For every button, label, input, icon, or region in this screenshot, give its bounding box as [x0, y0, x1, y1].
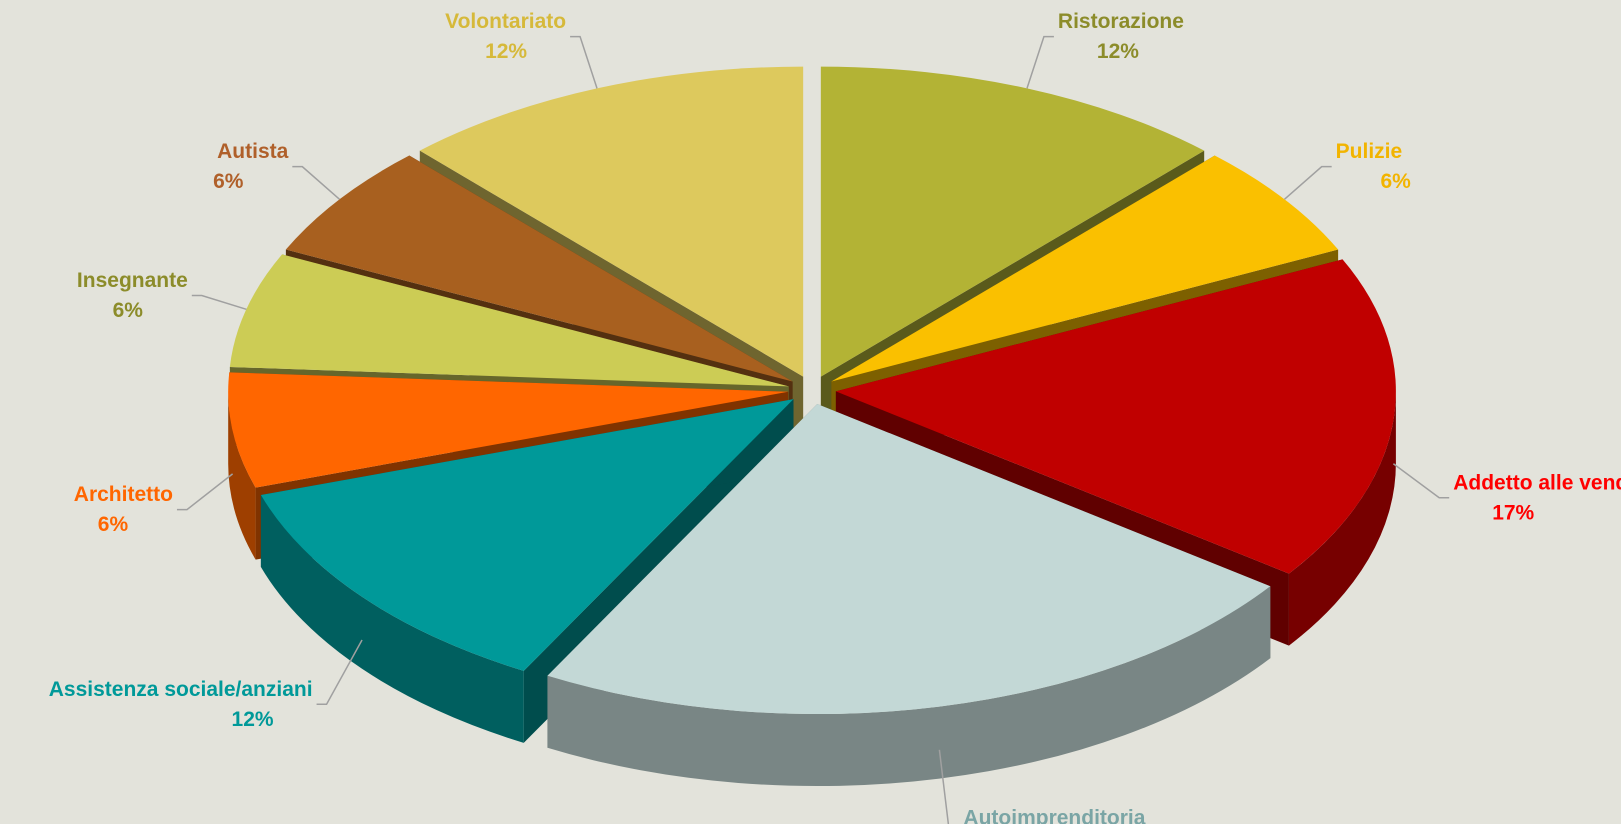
data-label-value: 17%: [1492, 501, 1534, 524]
labels: Ristorazione 12% Pulizie 6% Addetto alle ven…: [49, 10, 1621, 824]
slice: [547, 404, 1271, 715]
slice: [820, 66, 1205, 377]
leader-line: [316, 639, 363, 705]
data-label-value: 12%: [232, 708, 274, 731]
data-label-name: Assistenza sociale/anziani: [49, 678, 313, 701]
slice: [260, 399, 794, 671]
slice: [229, 254, 789, 387]
slices: [228, 66, 1396, 787]
slice-side: [547, 586, 1271, 787]
data-label-name: Ristorazione: [1058, 10, 1184, 33]
slice-side: [1288, 391, 1396, 646]
data-label-value: 12%: [485, 40, 527, 63]
data-label-value: 6%: [98, 513, 129, 536]
data-label-name: Pulizie: [1336, 140, 1403, 163]
slice: [285, 155, 793, 382]
leader-line: [292, 165, 341, 200]
leader-line: [938, 749, 950, 824]
data-label-name: Addetto alle vendite: [1453, 471, 1621, 494]
leader-line: [176, 473, 234, 511]
leader-line: [1392, 463, 1450, 499]
data-label-name: Insegnante: [77, 269, 188, 292]
data-label-value: 6%: [213, 170, 244, 193]
slice: [835, 259, 1396, 574]
leader-line: [1283, 165, 1332, 200]
slice-side: [260, 494, 524, 743]
slice-side: [228, 391, 256, 560]
slice: [419, 66, 804, 377]
data-label-value: 6%: [113, 299, 144, 322]
leader-line: [570, 35, 598, 89]
data-label-name: Volontariato: [445, 10, 566, 33]
data-label-name: Autoimprenditoria: [963, 806, 1145, 824]
data-label-name: Architetto: [74, 483, 173, 506]
slice: [831, 155, 1339, 382]
data-label-value: 6%: [1381, 170, 1412, 193]
slice: [228, 372, 789, 488]
leader-line: [191, 294, 247, 311]
data-label-name: Autista: [217, 140, 288, 163]
leader-line: [1026, 35, 1054, 89]
data-label-value: 12%: [1097, 40, 1139, 63]
